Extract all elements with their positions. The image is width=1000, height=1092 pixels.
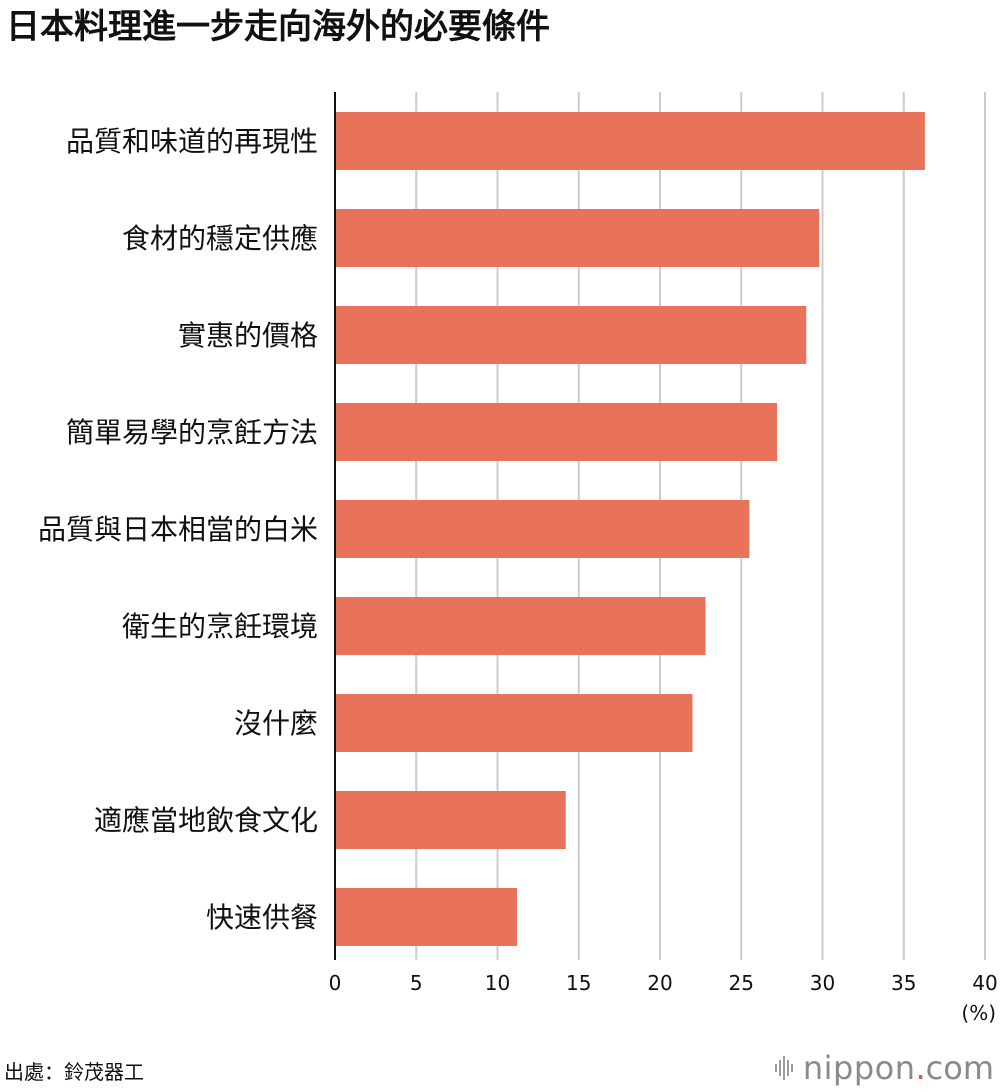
x-tick-label: 40 [972, 971, 997, 995]
x-tick-label: 25 [729, 971, 754, 995]
brand-tld: com [925, 1049, 994, 1087]
bar-chart: 品質和味道的再現性食材的穩定供應實惠的價格簡單易學的烹飪方法品質與日本相當的白米… [38, 92, 998, 1025]
category-labels: 品質和味道的再現性食材的穩定供應實惠的價格簡單易學的烹飪方法品質與日本相當的白米… [38, 125, 318, 934]
category-label: 適應當地飲食文化 [94, 804, 318, 837]
sound-wave-icon [774, 1055, 797, 1081]
bar [335, 694, 693, 752]
bar [335, 597, 706, 655]
category-label: 簡單易學的烹飪方法 [66, 416, 318, 449]
nippon-logo[interactable]: nippon. com [774, 1048, 994, 1088]
brand-name: nippon [802, 1049, 916, 1087]
x-tick-label: 0 [329, 971, 342, 995]
bar [335, 306, 807, 364]
x-axis-unit: (%) [961, 1001, 996, 1025]
x-tick-label: 35 [891, 971, 916, 995]
bar [335, 209, 820, 267]
x-tick-label: 15 [566, 971, 591, 995]
bar [335, 888, 517, 946]
category-label: 快速供餐 [206, 901, 318, 934]
bar [335, 403, 777, 461]
x-tick-label: 20 [647, 971, 672, 995]
x-tick-label: 30 [810, 971, 835, 995]
category-label: 實惠的價格 [178, 319, 318, 352]
bar [335, 112, 925, 170]
category-label: 品質和味道的再現性 [66, 125, 318, 158]
bar [335, 791, 566, 849]
chart-title: 日本料理進一步走向海外的必要條件 [6, 7, 550, 47]
category-label: 食材的穩定供應 [122, 222, 318, 255]
category-label: 衛生的烹飪環境 [122, 610, 318, 643]
x-tick-label: 5 [410, 971, 423, 995]
source-note: 出處：鈴茂器工 [4, 1060, 144, 1084]
category-label: 沒什麼 [234, 707, 318, 740]
x-tick-label: 10 [485, 971, 510, 995]
bar [335, 500, 750, 558]
bars [335, 112, 925, 946]
category-label: 品質與日本相當的白米 [38, 513, 318, 546]
x-tick-labels: 0 5 10 15 20 25 30 35 40 [329, 971, 998, 995]
brand-dot: . [915, 1049, 926, 1087]
